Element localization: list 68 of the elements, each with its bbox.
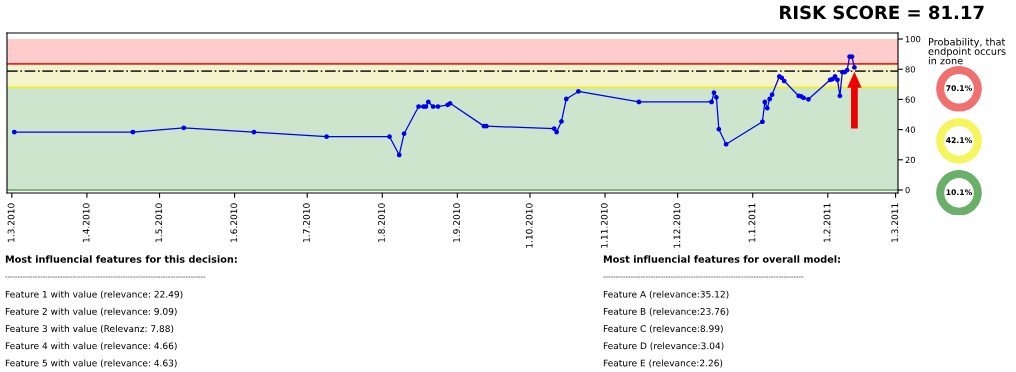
- point: [714, 94, 719, 100]
- point: [435, 104, 441, 109]
- point: [849, 54, 855, 59]
- x-tick-label: 1.2.2011: [823, 203, 831, 242]
- point: [430, 104, 436, 109]
- chart-title: RISK SCORE = 81.17: [780, 5, 984, 20]
- text: Feature 3 with value (Relevanz: 7.88): [5, 325, 174, 334]
- point: [723, 141, 729, 147]
- y-tick-label: 40: [905, 126, 915, 133]
- point: [636, 99, 642, 105]
- point: [576, 89, 581, 94]
- x-tick-label: 1.6.2010: [230, 203, 238, 242]
- point: [764, 105, 770, 111]
- y-tick-label: 20: [905, 156, 915, 164]
- point: [401, 131, 407, 137]
- point: [835, 77, 840, 83]
- x-tick-label: 1.12.2010: [673, 203, 681, 248]
- point: [387, 134, 392, 140]
- y-tick-label: 60: [905, 96, 915, 103]
- point: [11, 129, 17, 135]
- text: Feature 1 with value (relevance: 22.49): [5, 290, 183, 299]
- text: Feature 2 with value (relevance: 9.09): [5, 307, 177, 316]
- x-tick-label: 1.3.2010: [7, 203, 15, 242]
- point: [423, 104, 429, 109]
- point: [396, 152, 402, 158]
- x-tick-label: 1.10.2010: [525, 203, 533, 248]
- point: [837, 93, 843, 99]
- x-tick-label: 1.1.2011: [748, 203, 756, 242]
- point: [425, 99, 431, 105]
- text: Feature A (relevance:35.12): [603, 290, 729, 299]
- text: Feature E (relevance:2.26): [603, 359, 723, 368]
- point: [181, 125, 187, 131]
- x-tick-label: 1.9.2010: [453, 203, 460, 242]
- point: [324, 134, 329, 140]
- point: [711, 90, 717, 95]
- point: [554, 129, 559, 135]
- point: [551, 126, 557, 132]
- x-tick-label: 1.11.2010: [600, 203, 608, 248]
- text: Most influencial features for overall model:: [603, 255, 840, 263]
- y-tick-label: 100: [905, 36, 921, 43]
- point: [762, 99, 768, 105]
- point: [716, 126, 722, 132]
- point: [760, 119, 765, 125]
- point: [251, 129, 257, 135]
- point: [852, 65, 857, 70]
- point: [806, 96, 811, 102]
- point: [559, 119, 564, 124]
- y-tick-label: 0: [905, 186, 910, 194]
- point: [709, 99, 714, 105]
- point: [416, 104, 421, 109]
- text: Feature C (relevance:8.99): [603, 325, 723, 334]
- point: [767, 96, 773, 102]
- point: [130, 129, 136, 135]
- x-tick-label: 1.4.2010: [82, 203, 90, 242]
- text: Feature 5 with value (relevance: 4.63): [5, 359, 177, 368]
- x-tick-label: 1.8.2010: [378, 203, 385, 242]
- point: [781, 78, 787, 84]
- text: Most influencial features for this decision:: [5, 255, 237, 263]
- text: Feature 4 with value (relevance: 4.66): [5, 342, 177, 351]
- y-tick-label: 80: [905, 66, 915, 73]
- text: Feature D (relevance:3.04): [603, 342, 724, 351]
- x-tick-label: 1.5.2010: [155, 203, 163, 242]
- point: [769, 92, 775, 97]
- text: Probability, that endpoint occurs in zone: [928, 38, 1006, 65]
- x-tick-label: 1.7.2010: [303, 203, 310, 242]
- point: [563, 96, 569, 102]
- text: Feature B (relevance:23.76): [603, 307, 729, 316]
- x-tick-label: 1.3.2011: [891, 203, 899, 242]
